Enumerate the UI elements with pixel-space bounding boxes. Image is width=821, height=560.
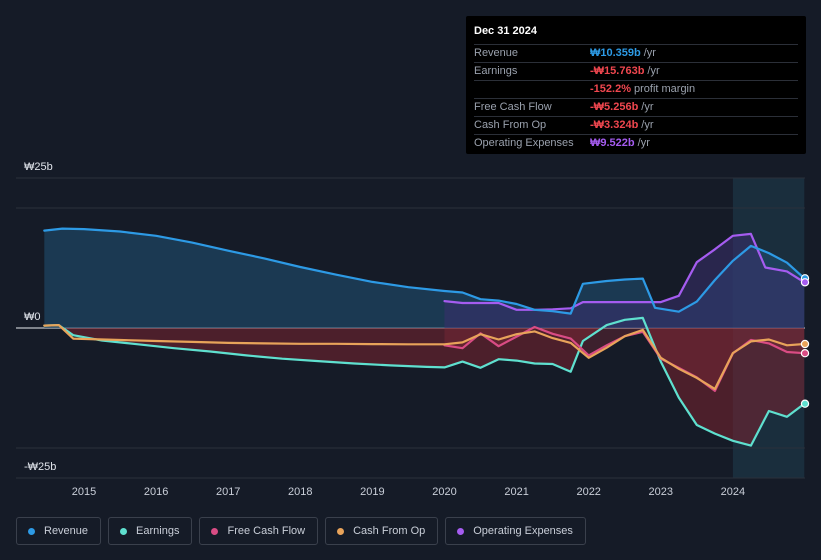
tooltip-row-value: -₩15.763b [590, 65, 645, 77]
x-tick-label: 2021 [504, 486, 528, 498]
x-tick-label: 2023 [649, 486, 673, 498]
legend-item-operating-expenses[interactable]: Operating Expenses [445, 517, 586, 545]
tooltip-row-unit: /yr [637, 137, 650, 149]
tooltip-row-label [474, 81, 590, 98]
tooltip-row: Cash From Op -₩3.324b/yr [474, 116, 798, 134]
end-point-cash-from-op [800, 339, 810, 349]
tooltip-row: -152.2% profit margin [474, 80, 798, 98]
tooltip-row-unit: /yr [643, 47, 656, 59]
x-tick-label: 2022 [576, 486, 600, 498]
x-tick-label: 2016 [144, 486, 168, 498]
legend-dot-icon [28, 527, 35, 535]
x-tick-label: 2017 [216, 486, 240, 498]
opex-area [444, 233, 805, 328]
legend-item-earnings[interactable]: Earnings [108, 517, 193, 545]
data-tooltip: Dec 31 2024 Revenue ₩10.359b/yr Earnings -₩… [466, 16, 806, 154]
tooltip-row-unit: /yr [641, 101, 654, 113]
tooltip-row-label: Cash From Op [474, 119, 547, 131]
tooltip-row-label: Revenue [474, 47, 519, 59]
tooltip-row-value: -₩5.256b [590, 101, 639, 113]
legend-label: Earnings [136, 525, 180, 537]
tooltip-row-value: ₩10.359b [590, 47, 641, 59]
tooltip-row-label: Free Cash Flow [474, 101, 552, 113]
legend-dot-icon [120, 527, 128, 535]
series-line-revenue [43, 227, 806, 315]
legend-label: Revenue [44, 525, 89, 537]
tooltip-row-value: -₩3.324b [590, 119, 639, 131]
y-tick-label: -₩25b [24, 461, 56, 473]
tooltip-row-unit: /yr [641, 119, 654, 131]
tooltip-row-label: Operating Expenses [474, 137, 574, 149]
legend-item-revenue[interactable]: Revenue [16, 517, 102, 545]
legend-dot-icon [211, 527, 219, 535]
end-point-free-cash-flow [800, 349, 810, 358]
series-line-operating-expenses [443, 232, 806, 311]
chart-legend: Revenue Earnings Free Cash Flow Cash From O… [16, 517, 593, 545]
end-point-operating-expenses [800, 278, 810, 287]
end-point-earnings [800, 399, 810, 408]
legend-item-cash-from-op[interactable]: Cash From Op [325, 517, 439, 545]
tooltip-row-unit: /yr [647, 65, 660, 77]
y-tick-label: ₩0 [24, 311, 41, 323]
tooltip-row: Revenue ₩10.359b/yr [474, 44, 798, 62]
fcf-area [444, 328, 805, 391]
y-tick-label: ₩25b [24, 161, 53, 173]
x-tick-label: 2018 [288, 486, 312, 498]
series-line-cash-from-op [43, 324, 806, 391]
series-line-earnings [43, 316, 806, 447]
x-tick-label: 2015 [72, 486, 96, 498]
tooltip-row-label: Earnings [474, 65, 518, 77]
x-tick-label: 2019 [360, 486, 384, 498]
legend-label: Cash From Op [353, 525, 426, 537]
legend-label: Operating Expenses [473, 525, 573, 537]
tooltip-row: Free Cash Flow -₩5.256b/yr [474, 98, 798, 116]
tooltip-row-unit: profit margin [633, 83, 696, 95]
tooltip-date: Dec 31 2024 [474, 25, 537, 37]
x-tick-label: 2024 [721, 486, 745, 498]
tooltip-row-value: ₩9.522b [590, 137, 635, 149]
tooltip-row-value: -152.2% [590, 83, 631, 95]
legend-label: Free Cash Flow [227, 525, 306, 537]
x-tick-label: 2020 [432, 486, 456, 498]
tooltip-row: Earnings -₩15.763b/yr [474, 62, 798, 80]
legend-dot-icon [337, 527, 345, 535]
tooltip-row: Operating Expenses ₩9.522b/yr [474, 134, 798, 152]
legend-dot-icon [457, 527, 465, 535]
legend-item-free-cash-flow[interactable]: Free Cash Flow [199, 517, 319, 545]
